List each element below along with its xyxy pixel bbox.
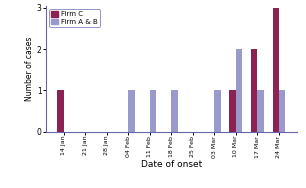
Bar bbox=[251, 49, 257, 132]
Bar bbox=[230, 90, 236, 132]
Bar bbox=[279, 90, 285, 132]
Bar bbox=[215, 90, 221, 132]
Bar bbox=[57, 90, 64, 132]
Bar bbox=[257, 90, 264, 132]
Bar bbox=[236, 49, 242, 132]
Legend: Firm C, Firm A & B: Firm C, Firm A & B bbox=[49, 9, 100, 27]
Bar bbox=[171, 90, 178, 132]
Bar bbox=[273, 8, 279, 132]
Bar bbox=[150, 90, 156, 132]
Bar bbox=[128, 90, 135, 132]
X-axis label: Date of onset: Date of onset bbox=[141, 160, 202, 169]
Y-axis label: Number of cases: Number of cases bbox=[25, 36, 34, 101]
